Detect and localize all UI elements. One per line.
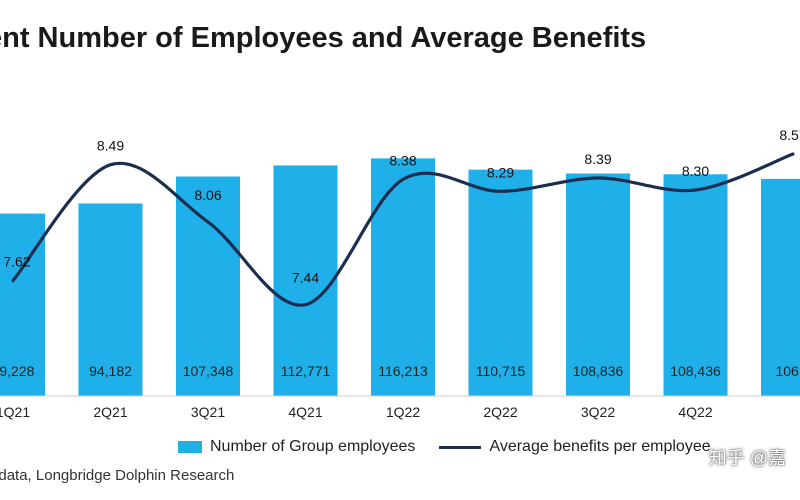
x-tick-label: 3Q22 — [581, 404, 615, 420]
line-value-label: 8.49 — [97, 138, 124, 154]
bar-2Q21 — [78, 203, 143, 396]
line-series-average-benefits — [11, 152, 795, 307]
bar-2Q22 — [468, 169, 533, 396]
x-tick-label: 2Q22 — [483, 404, 517, 420]
bar-value-label: 89,228 — [0, 363, 35, 379]
x-tick-label: 3Q21 — [191, 404, 225, 420]
x-tick-label: 4Q21 — [288, 404, 322, 420]
bar-value-label: 94,182 — [89, 363, 132, 379]
x-tick-label: 4Q22 — [678, 404, 712, 420]
bar-4Q22 — [663, 174, 728, 396]
legend-swatch-line — [439, 445, 482, 449]
x-tick-label: 2Q21 — [93, 404, 127, 420]
line-value-label: 8.06 — [194, 187, 221, 203]
bar-3Q21 — [176, 176, 240, 396]
bar-value-label: 116,213 — [378, 363, 428, 379]
bars-layer — [0, 158, 800, 396]
bar-value-label: 107,348 — [183, 363, 234, 379]
bar-4Q21 — [273, 165, 338, 396]
bar-1Q22 — [371, 158, 435, 396]
line-value-label: 8.38 — [389, 152, 416, 168]
chart-title: ent Number of Employees and Average Bene… — [0, 22, 647, 54]
legend-item-bars: Number of Group employees — [178, 438, 415, 456]
line-value-label: 8.39 — [584, 151, 611, 167]
line-value-label: 7.62 — [3, 254, 30, 270]
x-tick-label: 1Q22 — [386, 404, 420, 420]
bar-labels-layer: 89,228 94,182 107,348 112,771 116,213 110,715… — [0, 363, 800, 379]
legend-label-line: Average benefits per employee — [489, 438, 711, 455]
ticks-layer: 1Q21 2Q21 3Q21 4Q21 1Q22 2Q22 3Q22 4Q22 — [0, 404, 713, 420]
line-value-label: 8.30 — [682, 163, 709, 179]
legend: Number of Group employees Average benefi… — [178, 438, 735, 456]
legend-swatch-bar — [178, 441, 202, 453]
legend-item-line: Average benefits per employee — [439, 438, 711, 456]
line-value-label: 8.57 — [779, 127, 800, 143]
bar-value-label: 108,436 — [670, 363, 721, 379]
bar-3Q22 — [566, 173, 630, 396]
watermark: 知乎 @嘉 — [708, 448, 786, 468]
bar-value-label: 110,715 — [476, 363, 526, 379]
line-layer: 7.62 8.49 8.06 7.44 8.38 8.29 8.39 8.30 8.57 — [3, 127, 800, 307]
line-value-label: 7.44 — [292, 270, 319, 286]
bar-value-label: 106,2 — [775, 363, 800, 379]
bar-value-label: 112,771 — [281, 363, 331, 379]
bar-value-label: 108,836 — [573, 363, 624, 379]
line-value-label: 8.29 — [487, 164, 514, 180]
bar-1Q23 — [761, 178, 800, 396]
x-tick-label: 1Q21 — [0, 404, 30, 420]
source-note: any data, Longbridge Dolphin Research — [0, 467, 235, 484]
legend-label-bars: Number of Group employees — [210, 438, 416, 455]
